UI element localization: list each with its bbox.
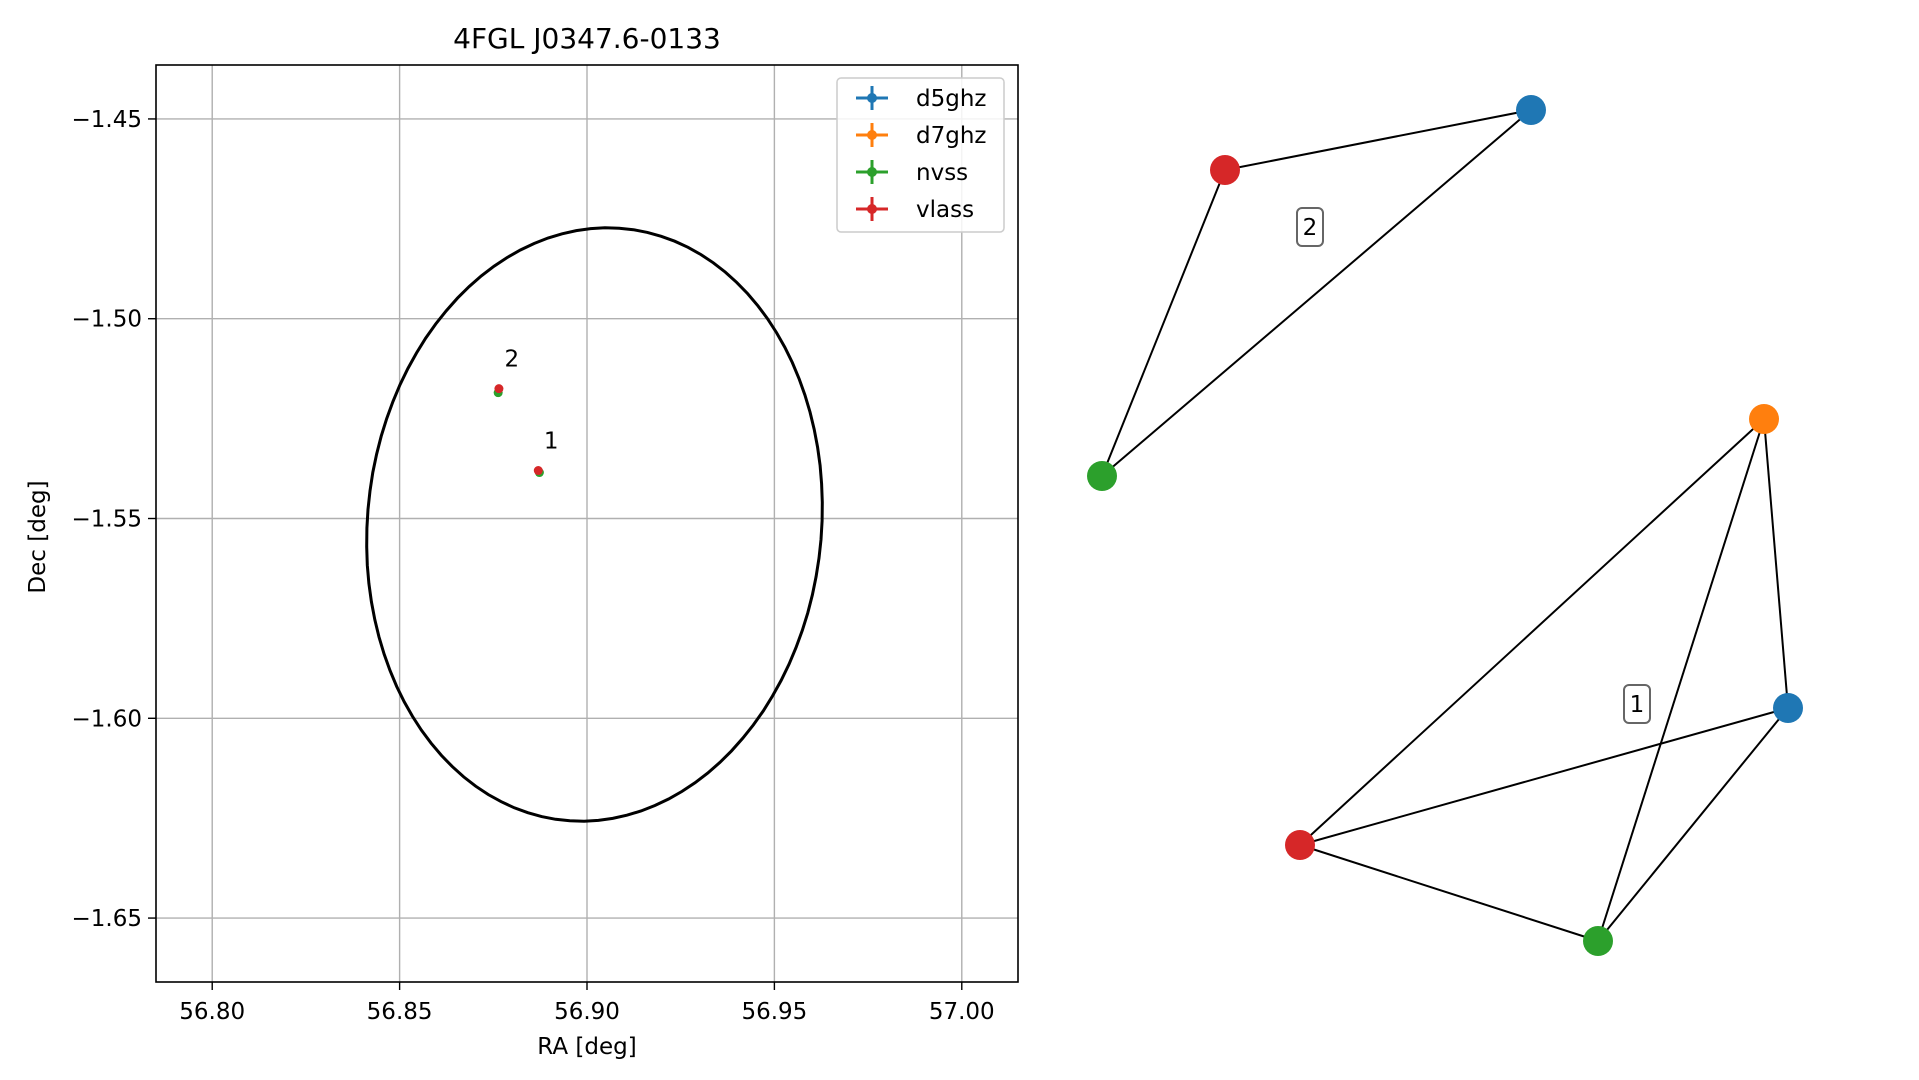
x-tick-label: 56.95	[741, 999, 807, 1025]
network-node-nvss	[1087, 461, 1117, 491]
network-edges	[1101, 109, 1789, 942]
chart-title: 4FGL J0347.6-0133	[453, 22, 721, 55]
axis-ticks: 56.80 56.85 56.90 56.95 57.00 −1.45 −1.50 −1.55…	[72, 107, 995, 1025]
network-edge	[1597, 418, 1765, 942]
point-annotation: 2	[505, 347, 520, 373]
y-tick-label: −1.55	[72, 507, 142, 533]
point-annotations: 21	[505, 347, 559, 455]
group-label: 1	[1630, 692, 1645, 718]
x-tick-label: 57.00	[929, 999, 995, 1025]
legend-box	[836, 77, 1005, 233]
network-node-d5ghz	[1773, 693, 1803, 723]
network-edge	[1101, 169, 1226, 477]
network-edge	[1299, 418, 1765, 846]
y-tick-label: −1.50	[72, 307, 142, 333]
x-tick-label: 56.90	[554, 999, 620, 1025]
legend-marker-dot	[867, 167, 877, 177]
legend-label: d7ghz	[916, 123, 986, 149]
network-edge	[1224, 109, 1532, 171]
network-edge	[1299, 707, 1789, 846]
network-edge	[1101, 109, 1532, 477]
legend-label: vlass	[916, 197, 974, 223]
y-tick-label: −1.65	[72, 906, 142, 932]
grid-lines	[156, 65, 1018, 982]
legend-label: nvss	[916, 160, 968, 186]
x-axis-label: RA [deg]	[537, 1034, 636, 1060]
error-ellipse	[365, 226, 824, 823]
legend: d5ghz d7ghz nvss vlass	[836, 77, 1005, 233]
x-tick-label: 56.80	[179, 999, 245, 1025]
network-edge	[1597, 707, 1789, 942]
group-label-box	[1623, 684, 1651, 724]
data-points	[493, 384, 544, 478]
point-vlass	[494, 384, 504, 394]
legend-marker-dot	[867, 204, 877, 214]
y-axis-label: Dec [deg]	[25, 480, 51, 593]
y-tick-label: −1.60	[72, 706, 142, 732]
network-node-d5ghz	[1516, 95, 1546, 125]
network-node-vlass	[1285, 830, 1315, 860]
network-node-d7ghz	[1749, 404, 1779, 434]
legend-label: d5ghz	[916, 86, 986, 112]
network-group-labels: 21	[1296, 207, 1651, 724]
y-tick-label: −1.45	[72, 107, 142, 133]
network-node-vlass	[1210, 155, 1240, 185]
network-nodes	[1087, 95, 1803, 956]
network-node-nvss	[1583, 926, 1613, 956]
point-annotation: 1	[544, 429, 559, 455]
x-tick-label: 56.85	[367, 999, 433, 1025]
legend-marker-dot	[867, 93, 877, 103]
group-label: 2	[1303, 215, 1318, 241]
network-edge	[1763, 418, 1789, 709]
point-vlass	[533, 466, 543, 476]
legend-marker-dot	[867, 130, 877, 140]
network-edge	[1299, 844, 1599, 942]
group-label-box	[1296, 207, 1324, 247]
legend-entries: d5ghz d7ghz nvss vlass	[856, 86, 986, 223]
